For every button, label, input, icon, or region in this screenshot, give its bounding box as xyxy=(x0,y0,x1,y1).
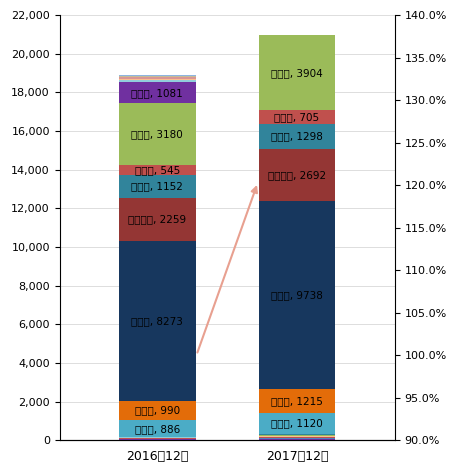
Bar xyxy=(259,438,335,439)
Bar xyxy=(259,436,335,437)
Text: 千葉県, 1215: 千葉県, 1215 xyxy=(271,396,323,406)
Bar xyxy=(119,77,196,79)
Bar xyxy=(259,437,335,438)
Bar xyxy=(119,103,196,165)
Text: 東京都, 9738: 東京都, 9738 xyxy=(271,290,323,300)
Bar xyxy=(259,124,335,149)
Bar xyxy=(259,434,335,435)
Bar xyxy=(259,149,335,201)
Text: 神奈川県, 2692: 神奈川県, 2692 xyxy=(268,170,326,180)
Text: 兵庫県, 1081: 兵庫県, 1081 xyxy=(131,88,183,98)
Bar xyxy=(259,413,335,434)
Bar xyxy=(259,110,335,124)
Text: 埼玉県, 1120: 埼玉県, 1120 xyxy=(271,419,323,428)
Bar xyxy=(259,35,335,110)
Text: 大阪府, 3904: 大阪府, 3904 xyxy=(271,68,323,78)
Bar xyxy=(119,165,196,175)
Bar xyxy=(119,198,196,241)
Bar xyxy=(119,75,196,76)
Text: 大阪府, 3180: 大阪府, 3180 xyxy=(131,129,183,139)
Text: 愛知県, 1298: 愛知県, 1298 xyxy=(271,132,323,142)
Bar xyxy=(259,435,335,436)
Text: 埼玉県, 886: 埼玉県, 886 xyxy=(135,424,180,434)
Bar xyxy=(119,76,196,77)
Bar xyxy=(119,241,196,401)
Bar xyxy=(119,420,196,438)
Bar xyxy=(119,401,196,420)
Bar xyxy=(119,80,196,82)
Text: 京都府, 545: 京都府, 545 xyxy=(135,165,180,175)
Bar xyxy=(259,389,335,413)
Text: 千葉県, 990: 千葉県, 990 xyxy=(135,406,180,416)
Bar xyxy=(259,439,335,440)
Text: 東京都, 8273: 東京都, 8273 xyxy=(131,316,183,326)
Bar xyxy=(119,79,196,80)
Bar xyxy=(119,175,196,198)
Bar xyxy=(119,438,196,439)
Text: 京都府, 705: 京都府, 705 xyxy=(274,112,320,122)
Bar xyxy=(119,439,196,440)
Text: 愛知県, 1152: 愛知県, 1152 xyxy=(131,182,183,191)
Text: 神奈川県, 2259: 神奈川県, 2259 xyxy=(128,214,186,224)
Bar xyxy=(259,201,335,389)
Bar xyxy=(119,82,196,103)
